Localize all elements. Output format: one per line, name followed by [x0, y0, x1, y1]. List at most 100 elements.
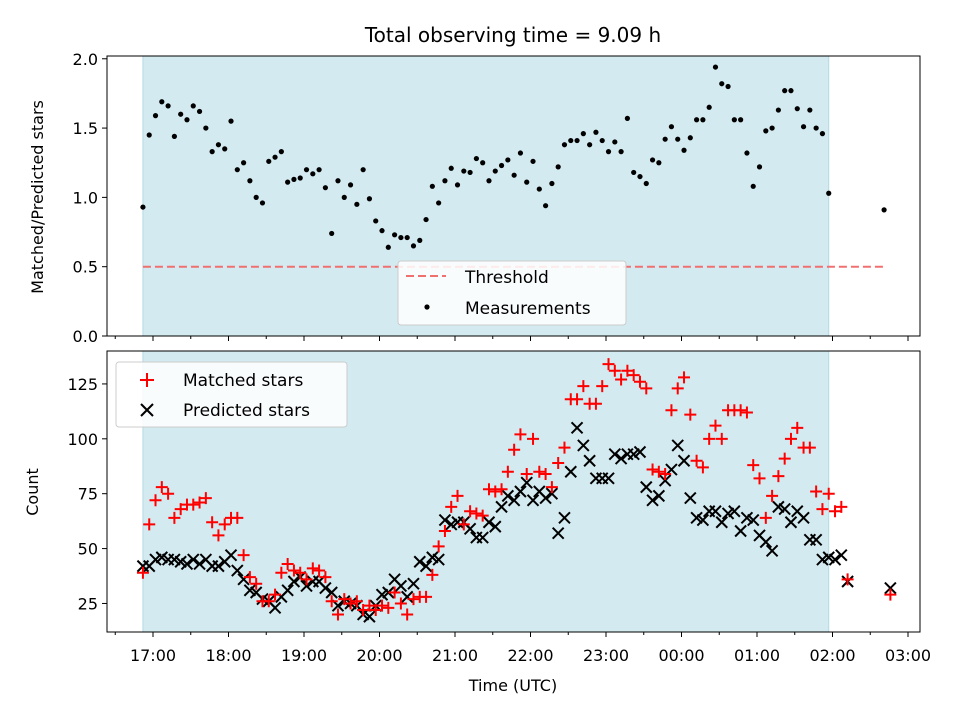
measurement-point [807, 107, 813, 113]
bottom-y-ticks: 25 50 75 100 125 [67, 375, 107, 613]
predicted-star-point [652, 489, 666, 503]
matched-star-point [791, 421, 804, 434]
predicted-star-point [400, 590, 414, 604]
matched-star-point [464, 505, 477, 518]
predicted-star-point [526, 494, 540, 507]
predicted-star-point [407, 577, 420, 590]
x-tick-label: 17:00 [130, 646, 176, 665]
bottom-panel: 25 50 75 100 125 17:00 18:00 19:00 20:00 21:00 22… [23, 350, 931, 695]
measurement-point [335, 178, 341, 184]
measurement-point [612, 139, 618, 145]
measurement-point [656, 160, 662, 166]
measurement-point [536, 186, 542, 192]
predicted-star-point [482, 516, 496, 529]
bottom-y-tick-label: 100 [67, 430, 98, 449]
predicted-star-point [325, 586, 338, 599]
predicted-star-point [193, 557, 206, 571]
matched-star-point [696, 461, 709, 474]
predicted-star-point [394, 579, 408, 593]
measurement-point [190, 103, 196, 109]
measurement-point [687, 135, 693, 141]
x-tick-label: 21:00 [432, 646, 478, 665]
matched-star-point [501, 465, 514, 478]
predicted-star-point [577, 439, 590, 452]
measurement-point [354, 201, 360, 207]
measurement-point [568, 137, 574, 144]
measurement-point [775, 107, 781, 113]
measurement-point [492, 168, 498, 174]
matched-star-point [482, 483, 495, 496]
predicted-star-point [539, 491, 552, 505]
predicted-star-point [382, 586, 395, 599]
measurement-point [574, 137, 580, 144]
measurement-point [266, 158, 272, 164]
matched-star-point [155, 481, 168, 494]
measurement-point [429, 183, 435, 189]
matched-star-point [602, 358, 615, 371]
measurement-point [763, 128, 769, 134]
matched-star-point [520, 467, 533, 480]
matched-star-point [816, 503, 829, 516]
predicted-star-point [646, 494, 659, 507]
matched-star-point [810, 485, 823, 498]
matched-star-point [558, 441, 571, 454]
matched-star-point [237, 549, 250, 562]
measurement-point [555, 164, 561, 170]
predicted-star-point [684, 491, 697, 505]
measurement-point [234, 167, 240, 173]
predicted-star-point [363, 610, 376, 623]
x-tick-label: 20:00 [356, 646, 402, 665]
measurement-point [196, 108, 203, 115]
measurement-point [303, 167, 310, 173]
measurement-point [599, 137, 605, 144]
x-tick-label: 19:00 [281, 646, 327, 665]
predicted-star-point [495, 500, 508, 514]
measurement-point [530, 158, 536, 164]
matched-star-point [652, 465, 665, 478]
measurement-point [291, 176, 297, 182]
bottom-axes-frame [106, 350, 921, 633]
measurement-point [782, 88, 788, 94]
predicted-star-point [734, 524, 747, 538]
matched-star-point [822, 487, 835, 500]
matched-star-point [231, 511, 244, 524]
matched-star-point [287, 564, 300, 577]
matched-star-point [344, 597, 357, 610]
predicted-star-point [432, 553, 445, 566]
predicted-star-point [489, 520, 502, 533]
x-tick-label: 02:00 [809, 646, 855, 665]
measurement-point [341, 194, 347, 200]
matched-star-point [835, 500, 848, 513]
matched-star-point [640, 382, 653, 395]
predicted-star-point [677, 454, 691, 467]
chart-title: Total observing time = 9.09 h [364, 23, 661, 47]
matched-star-point [633, 375, 646, 388]
predicted-star-point [281, 584, 294, 597]
measurement-point [675, 136, 681, 142]
matched-star-point [218, 518, 231, 531]
matched-star-point [766, 489, 779, 502]
matched-stars-points [136, 358, 897, 621]
bottom-y-tick-label: 25 [78, 594, 98, 613]
predicted-star-point [747, 513, 760, 527]
top-y-tick-label: 1.5 [73, 119, 98, 138]
matched-star-point [350, 595, 363, 608]
measurement-point [473, 155, 479, 162]
predicted-star-point [715, 516, 728, 529]
matched-star-point [690, 454, 703, 467]
matched-star-point [306, 562, 319, 575]
measurement-point [756, 164, 763, 170]
top-legend: Threshold Measurements [397, 260, 627, 326]
measurement-point [285, 179, 291, 185]
top-x-ticks [114, 336, 909, 341]
measurement-point [178, 111, 184, 117]
matched-star-point [382, 601, 395, 614]
measurement-point [624, 115, 630, 121]
matched-star-point [627, 369, 640, 382]
matched-star-point [759, 511, 772, 524]
measurement-point [184, 117, 190, 123]
predicted-star-point [765, 544, 779, 557]
matched-star-point [388, 586, 401, 599]
matched-star-point [243, 571, 256, 584]
matched-star-point [162, 487, 175, 500]
